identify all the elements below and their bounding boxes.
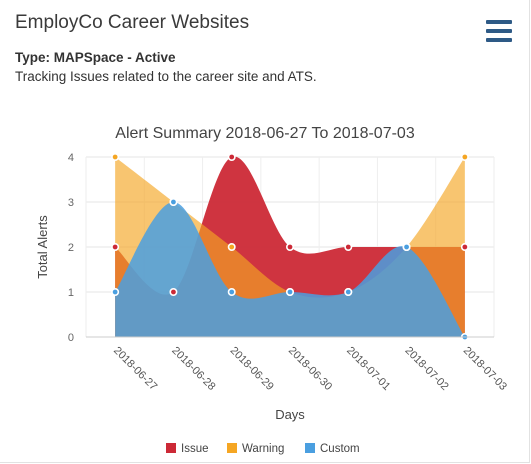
y-tick-label: 4 [68, 152, 74, 164]
data-point-custom [285, 287, 294, 296]
data-point-issue [111, 243, 120, 252]
data-point-issue [169, 287, 178, 296]
x-tick-label: 2018-06-27 [111, 345, 159, 393]
legend-swatch-custom [305, 443, 315, 453]
data-point-issue [285, 243, 294, 252]
description-text: Tracking Issues related to the career si… [15, 69, 317, 84]
data-point-custom [111, 287, 120, 296]
legend-label-custom: Custom [320, 443, 360, 455]
x-tick-label: 2018-06-29 [228, 345, 276, 393]
data-point-custom [402, 243, 411, 252]
data-point-custom [344, 287, 353, 296]
data-point-issue [344, 243, 353, 252]
menu-bar [486, 29, 512, 33]
x-tick-label: 2018-07-02 [402, 345, 450, 393]
hamburger-menu-icon[interactable] [486, 20, 512, 42]
y-tick-label: 1 [68, 287, 74, 299]
data-point-warning [460, 153, 469, 162]
data-point-custom [169, 198, 178, 207]
x-axis-label: Days [275, 407, 305, 422]
x-tick-label: 2018-06-30 [286, 345, 334, 393]
widget-title: EmployCo Career Websites [15, 12, 250, 33]
data-point-custom [227, 287, 236, 296]
series-area-custom [115, 202, 465, 337]
x-tick-label: 2018-07-03 [461, 345, 509, 393]
data-point-warning [227, 243, 236, 252]
type-label: Type: MAPSpace - Active [15, 50, 176, 65]
legend-label-issue: Issue [181, 443, 209, 455]
data-point-issue [460, 243, 469, 252]
menu-bar [486, 38, 512, 42]
legend-label-warning: Warning [242, 443, 284, 455]
y-axis-label: Total Alerts [35, 215, 50, 279]
data-point-issue [227, 153, 236, 162]
menu-bar [486, 20, 512, 24]
chart-title: Alert Summary 2018-06-27 To 2018-07-03 [115, 125, 415, 142]
x-tick-label: 2018-06-28 [169, 345, 217, 393]
y-tick-label: 0 [68, 332, 74, 344]
legend-swatch-issue [166, 443, 176, 453]
data-point-warning [111, 153, 120, 162]
y-tick-label: 3 [68, 197, 74, 209]
legend-swatch-warning [227, 443, 237, 453]
x-tick-label: 2018-07-01 [344, 345, 392, 393]
y-tick-label: 2 [68, 242, 74, 254]
